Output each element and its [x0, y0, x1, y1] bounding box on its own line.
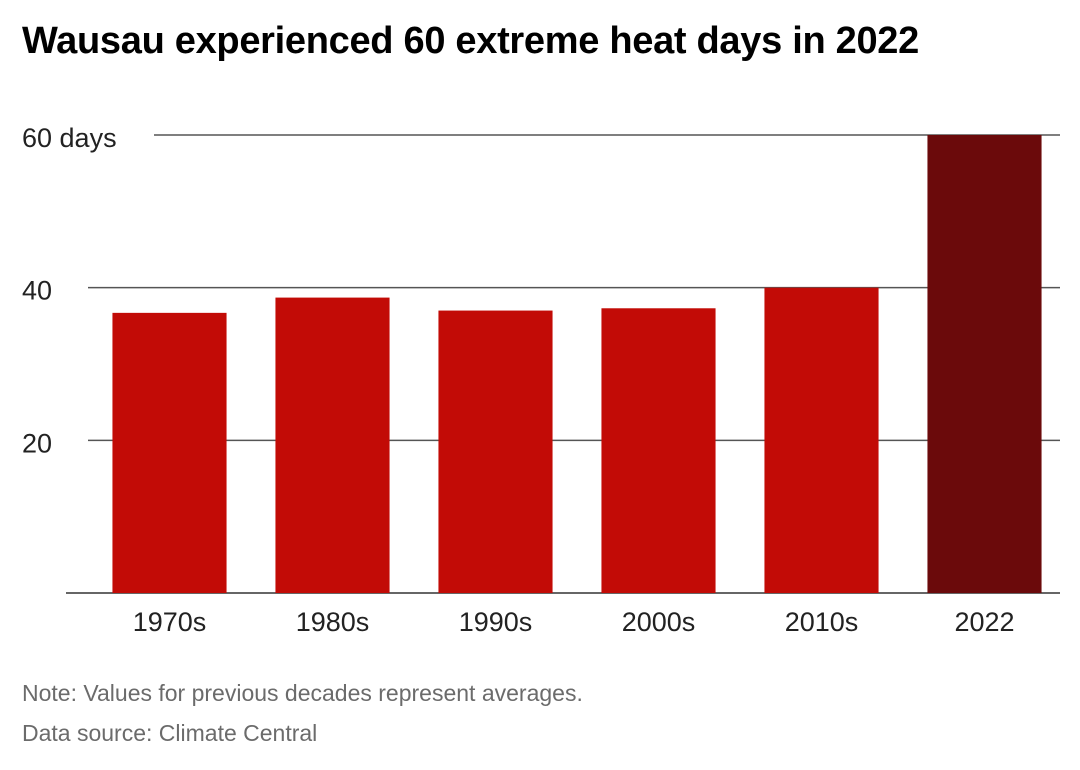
bar-2022 — [927, 135, 1042, 593]
x-tick-label: 2000s — [622, 607, 696, 637]
y-tick-label: 20 — [22, 428, 52, 458]
x-tick-label: 2010s — [785, 607, 859, 637]
y-tick-label: 40 — [22, 276, 52, 306]
y-tick-label: 60 days — [22, 123, 117, 153]
x-tick-label: 1970s — [133, 607, 207, 637]
x-tick-label: 1980s — [296, 607, 370, 637]
chart-title: Wausau experienced 60 extreme heat days … — [22, 20, 919, 62]
bar-1980s — [275, 297, 390, 593]
x-tick-label: 2022 — [954, 607, 1014, 637]
bar-1990s — [438, 310, 553, 593]
data-source: Data source: Climate Central — [22, 720, 318, 746]
bar-1970s — [112, 312, 227, 593]
bar-2000s — [601, 308, 716, 593]
chart-note: Note: Values for previous decades repres… — [22, 680, 583, 706]
bar-2010s — [764, 287, 879, 593]
x-tick-label: 1990s — [459, 607, 533, 637]
